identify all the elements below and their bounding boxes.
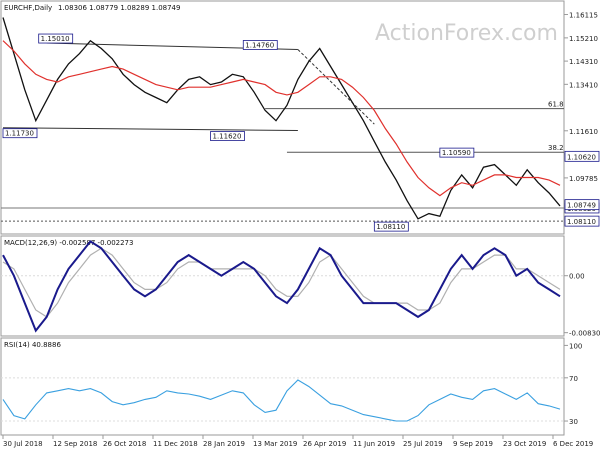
x-tick-label: 11 Jun 2019 xyxy=(353,440,395,448)
x-tick-label: 9 Sep 2019 xyxy=(453,440,493,448)
fib-label: 38.2 xyxy=(548,144,564,152)
macd-y-axis: 0.00 -0.008306 xyxy=(564,273,600,338)
macd-series-group xyxy=(1,240,564,333)
main-pane xyxy=(0,0,565,235)
price-tag-label: 1.08749 xyxy=(567,202,596,210)
price-tag-box xyxy=(564,150,600,162)
x-tick-label: 23 Oct 2019 xyxy=(503,440,546,448)
level-label: 1.14760 xyxy=(245,41,274,49)
x-axis: 30 Jul 2018 12 Sep 2018 26 Oct 2018 11 Dec … xyxy=(2,435,593,448)
fib-label: 61.8 xyxy=(548,101,564,109)
price-line xyxy=(2,17,561,220)
rsi-y-tick-label: 70 xyxy=(569,375,578,383)
level-label-box xyxy=(373,221,409,232)
macd-line xyxy=(2,240,561,333)
watermark: ActionForex.com xyxy=(375,21,558,46)
level-label-box xyxy=(2,128,38,139)
level-label-box xyxy=(210,131,245,141)
level-label: 1.08110 xyxy=(376,223,405,231)
price-tag-box xyxy=(564,199,600,211)
macd-y-tick-label: 0.00 xyxy=(569,273,585,281)
x-tick-label: 11 Dec 2018 xyxy=(153,440,198,448)
macd-pane xyxy=(0,235,565,337)
main-ohlc: 1.08306 1.08779 1.08289 1.08749 xyxy=(58,4,180,12)
rsi-series-group xyxy=(1,377,564,422)
macd-y-tick-label: -0.008306 xyxy=(569,330,600,338)
lower-trendline xyxy=(2,127,298,132)
main-series-group: 1.15010 1.14760 1.11730 1.11620 1.10590 1.081… xyxy=(1,17,564,232)
x-tick-label: 12 Sep 2018 xyxy=(53,440,97,448)
main-y-tick-label: 1.16115 xyxy=(569,12,598,20)
rsi-title: RSI(14) 40.8886 xyxy=(4,341,61,349)
signal-line xyxy=(2,247,561,318)
x-tick-label: 30 Jul 2018 xyxy=(3,440,43,448)
main-y-tick-label: 1.11610 xyxy=(569,128,598,136)
main-title: EURCHF,Daily xyxy=(4,4,52,12)
rsi-y-tick-label: 100 xyxy=(569,342,582,350)
level-label: 1.11730 xyxy=(5,130,34,138)
rsi-y-tick-label: 30 xyxy=(569,418,578,426)
x-tick-label: 13 Mar 2019 xyxy=(253,440,297,448)
level-label: 1.10590 xyxy=(442,149,471,157)
level-label: 1.15010 xyxy=(41,35,70,43)
main-y-axis: 1.161151.152101.143101.134101.116101.107… xyxy=(564,12,600,227)
level-label-box xyxy=(439,147,475,158)
x-tick-label: 26 Oct 2018 xyxy=(103,440,146,448)
main-y-tick-label: 1.13410 xyxy=(569,81,598,89)
x-tick-label: 26 Apr 2019 xyxy=(303,440,346,448)
main-y-tick-label: 1.15210 xyxy=(569,35,598,43)
rsi-y-axis: 100 70 30 xyxy=(564,342,582,426)
macd-title: MACD(12,26,9) -0.002587 -0.002273 xyxy=(4,239,133,247)
price-tag-label: 1.08110 xyxy=(567,218,596,226)
x-tick-label: 28 Jan 2019 xyxy=(203,440,245,448)
rsi-line xyxy=(2,379,561,422)
level-label-box xyxy=(38,33,74,44)
x-tick-label: 6 Dec 2019 xyxy=(553,440,593,448)
price-tag-label: 1.10620 xyxy=(567,153,596,161)
x-tick-label: 25 Jul 2019 xyxy=(403,440,443,448)
price-tag-box xyxy=(564,215,600,227)
main-y-tick-label: 1.14310 xyxy=(569,58,598,66)
main-y-tick-label: 1.09785 xyxy=(569,175,598,183)
rsi-pane xyxy=(0,337,565,436)
level-label: 1.11620 xyxy=(213,133,242,141)
dashed-trendline xyxy=(297,49,375,125)
moving-average-line xyxy=(2,40,561,197)
level-label-box xyxy=(242,40,278,50)
